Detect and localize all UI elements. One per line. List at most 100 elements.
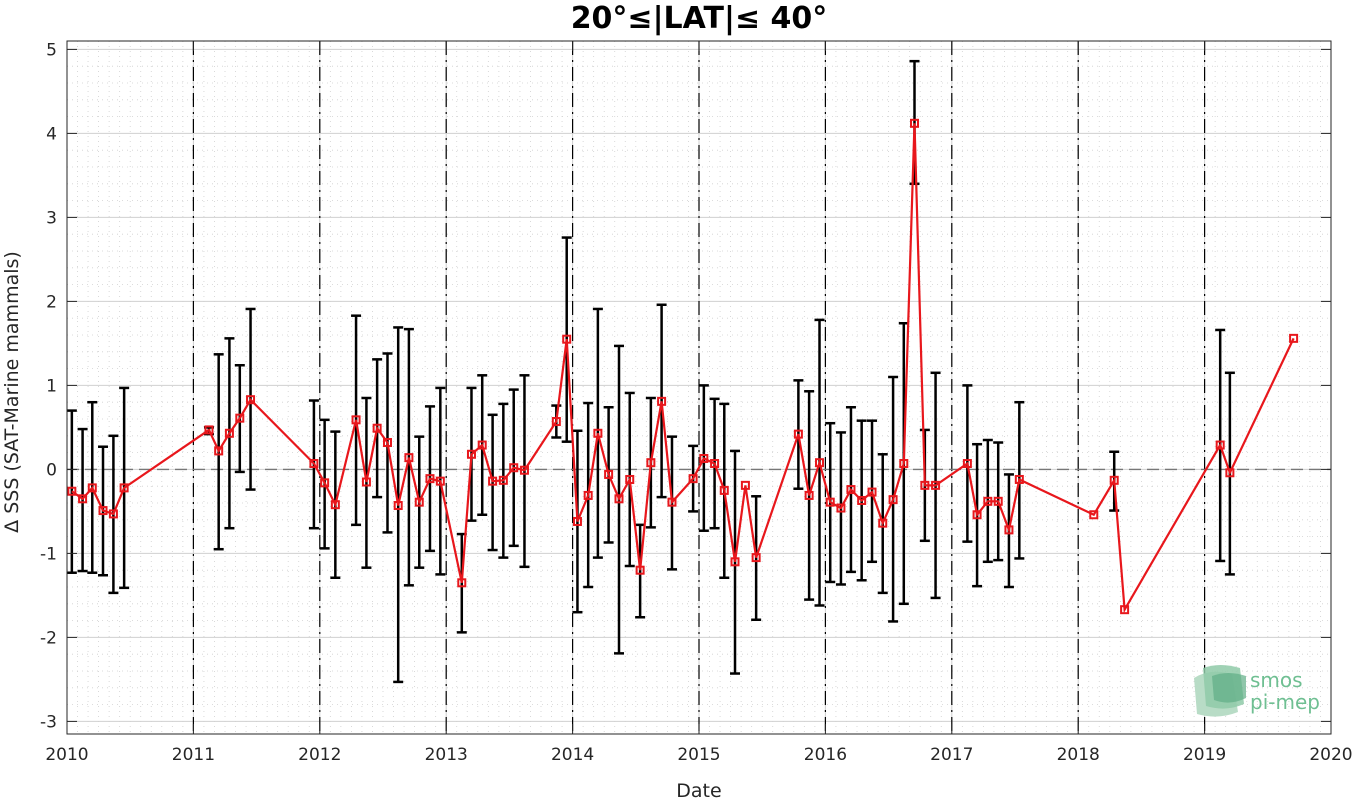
y-tick-label: 5 xyxy=(46,40,57,60)
y-tick-label: 1 xyxy=(46,376,57,396)
data-point-marker xyxy=(119,483,129,493)
data-point-marker xyxy=(962,459,972,469)
data-point-marker xyxy=(667,497,677,507)
data-point-marker xyxy=(551,417,561,427)
data-point-marker xyxy=(414,497,424,507)
x-tick-label: 2013 xyxy=(425,745,468,765)
y-tick-label: 0 xyxy=(46,460,57,480)
y-axis-title: Δ SSS (SAT-Marine mammals) xyxy=(1,251,23,533)
x-tick-label: 2010 xyxy=(45,745,88,765)
data-point-marker xyxy=(351,415,361,425)
data-point-marker xyxy=(214,446,224,456)
axis-ticks xyxy=(66,41,1332,734)
data-point-marker xyxy=(583,490,593,500)
x-tick-label: 2016 xyxy=(804,745,847,765)
x-tick-label: 2018 xyxy=(1057,745,1100,765)
data-point-marker xyxy=(593,428,603,438)
data-point-marker xyxy=(1004,525,1014,535)
x-tick-labels: 2010 2011 2012 2013 2014 2015 2016 2017 2018 2019… xyxy=(45,745,1352,765)
data-point-marker xyxy=(710,459,720,469)
data-point-marker xyxy=(519,465,529,475)
data-point-marker xyxy=(393,501,403,511)
data-point-marker xyxy=(404,453,414,463)
y-tick-label: -1 xyxy=(40,544,57,564)
x-tick-label: 2019 xyxy=(1183,745,1226,765)
data-point-marker xyxy=(235,413,245,423)
logo-line2: pi-mep xyxy=(1250,690,1320,714)
data-point-marker xyxy=(793,429,803,439)
data-point-marker xyxy=(466,449,476,459)
data-point-marker xyxy=(931,480,941,490)
data-point-marker xyxy=(604,469,614,479)
data-point-marker xyxy=(1289,333,1299,343)
x-tick-label: 2015 xyxy=(677,745,720,765)
data-point-marker xyxy=(993,496,1003,506)
data-point-marker xyxy=(983,496,993,506)
y-tick-label: 3 xyxy=(46,208,57,228)
data-point-marker xyxy=(108,509,118,519)
data-point-marker xyxy=(920,480,930,490)
data-point-marker xyxy=(657,396,667,406)
y-tick-label: 4 xyxy=(46,124,57,144)
year-boundary-lines xyxy=(192,41,1206,734)
data-point-marker xyxy=(1109,475,1119,485)
data-point-marker xyxy=(1225,468,1235,478)
data-point-marker xyxy=(815,458,825,468)
x-tick-label: 2017 xyxy=(930,745,973,765)
data-point-marker xyxy=(635,565,645,575)
data-point-marker xyxy=(699,453,709,463)
data-point-marker xyxy=(562,334,572,344)
data-point-marker xyxy=(372,423,382,433)
data-point-marker xyxy=(740,480,750,490)
data-point-marker xyxy=(972,510,982,520)
data-point-marker xyxy=(457,578,467,588)
data-point-marker xyxy=(751,553,761,563)
x-tick-label: 2014 xyxy=(551,745,594,765)
data-point-marker xyxy=(857,495,867,505)
data-markers xyxy=(67,118,1299,615)
data-point-marker xyxy=(719,485,729,495)
data-point-marker xyxy=(878,518,888,528)
x-axis-title: Date xyxy=(676,780,721,801)
error-bars xyxy=(66,59,1235,684)
data-point-marker xyxy=(1014,474,1024,484)
data-point-marker xyxy=(330,500,340,510)
data-point-marker xyxy=(572,516,582,526)
chart-title: 20°≤|LAT|≤ 40° xyxy=(571,1,828,36)
data-point-marker xyxy=(509,463,519,473)
data-point-marker xyxy=(320,478,330,488)
data-point-marker xyxy=(836,503,846,513)
data-point-marker xyxy=(98,506,108,516)
x-tick-label: 2020 xyxy=(1309,745,1352,765)
data-point-marker xyxy=(614,494,624,504)
y-tick-label: -3 xyxy=(40,712,57,732)
data-point-marker xyxy=(730,557,740,567)
y-tick-label: 2 xyxy=(46,292,57,312)
data-point-marker xyxy=(825,497,835,507)
data-point-marker xyxy=(1215,440,1225,450)
data-point-marker xyxy=(382,438,392,448)
data-point-marker xyxy=(899,459,909,469)
x-tick-label: 2011 xyxy=(172,745,215,765)
data-point-marker xyxy=(78,494,88,504)
data-point-marker xyxy=(425,474,435,484)
data-point-marker xyxy=(846,485,856,495)
data-point-marker xyxy=(910,118,920,128)
data-point-marker xyxy=(1089,510,1099,520)
data-point-marker xyxy=(646,458,656,468)
y-tick-label: -2 xyxy=(40,628,57,648)
data-point-marker xyxy=(1120,605,1130,615)
data-point-marker xyxy=(67,486,77,496)
x-tick-label: 2012 xyxy=(298,745,341,765)
data-point-marker xyxy=(804,490,814,500)
data-point-marker xyxy=(867,487,877,497)
logo-emblem-icon xyxy=(1194,665,1246,717)
smos-pi-mep-logo: smos pi-mep xyxy=(1194,665,1320,717)
data-point-marker xyxy=(498,475,508,485)
data-point-marker xyxy=(688,474,698,484)
data-point-marker xyxy=(246,395,256,405)
data-point-marker xyxy=(361,477,371,487)
data-point-marker xyxy=(625,474,635,484)
